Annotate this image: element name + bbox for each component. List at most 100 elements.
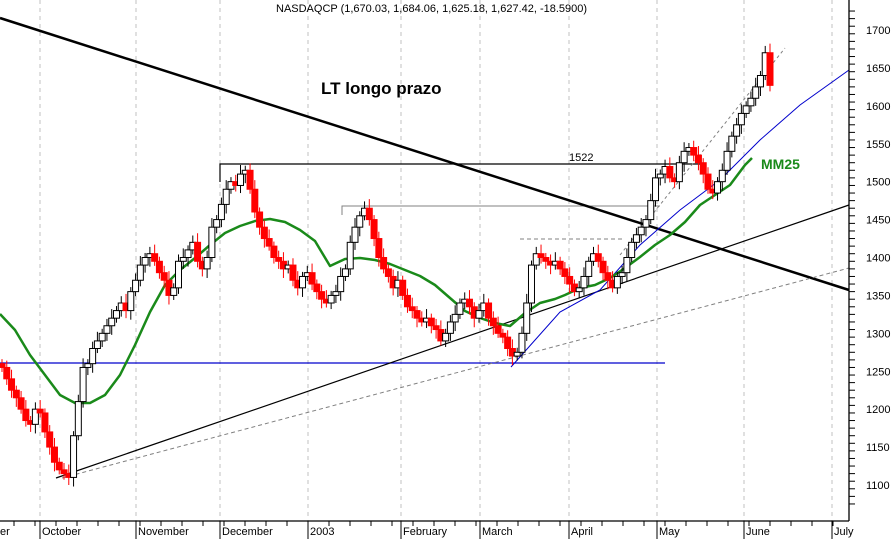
candle: [403, 294, 411, 308]
candle: [475, 310, 483, 319]
candle: [704, 173, 712, 190]
candle: [351, 226, 359, 243]
y-axis: 1100 1150 1200 1250 1300 1350 1400 1450 1500 1550…: [848, 0, 890, 521]
candle: [756, 75, 764, 88]
candle: [50, 446, 58, 463]
candle: [408, 306, 416, 312]
candle: [628, 241, 636, 258]
candle: [275, 257, 283, 262]
candle: [308, 272, 316, 285]
candle: [642, 219, 650, 228]
candle: [337, 275, 345, 293]
candle: [384, 268, 392, 277]
uptrend-dashed-line: [61, 267, 850, 479]
candle: [217, 203, 225, 221]
candle: [594, 253, 602, 262]
x-tick-label: November: [138, 526, 189, 538]
candle: [332, 291, 340, 296]
candle: [136, 264, 144, 281]
candle: [222, 188, 230, 205]
candle: [380, 257, 388, 270]
candle: [127, 291, 135, 312]
candle: [170, 287, 178, 296]
candle: [93, 340, 101, 349]
candle: [699, 162, 707, 175]
candle: [575, 287, 583, 293]
candle: [265, 238, 273, 247]
candle: [675, 162, 683, 183]
x-axis: er October November December 2003 February Mar…: [0, 520, 854, 539]
candle: [532, 253, 540, 266]
y-tick-label: 1550: [866, 139, 890, 151]
candle: [270, 245, 278, 258]
candle: [652, 177, 660, 202]
candle: [637, 226, 645, 236]
candle: [542, 257, 550, 262]
y-tick-label: 1450: [866, 215, 890, 227]
y-tick-label: 1400: [866, 253, 890, 265]
candle: [3, 366, 11, 380]
candle: [632, 234, 640, 243]
candle: [327, 294, 335, 304]
candle: [55, 461, 63, 471]
candle: [494, 325, 502, 334]
candle: [41, 412, 49, 433]
candle: [112, 310, 120, 319]
candle: [251, 188, 259, 213]
candle: [485, 302, 493, 319]
candle: [465, 298, 473, 308]
candle: [537, 253, 545, 258]
chart-title: NASDAQCP (1,670.03, 1,684.06, 1,625.18, …: [276, 3, 587, 15]
candle: [504, 336, 512, 349]
candle: [566, 275, 574, 285]
y-tick-label: 1650: [866, 63, 890, 75]
candle: [613, 275, 621, 289]
long-term-downtrend-line: [0, 16, 850, 292]
candle: [442, 332, 450, 342]
candle: [413, 310, 421, 319]
candle: [513, 351, 521, 357]
y-tick-label: 1150: [866, 442, 890, 454]
candle: [446, 321, 454, 334]
candle: [174, 260, 182, 289]
candle: [427, 317, 435, 327]
candle: [580, 275, 588, 289]
candle: [289, 264, 297, 281]
candle: [313, 283, 321, 293]
candle: [690, 147, 698, 156]
candle: [155, 260, 163, 274]
candle: [718, 169, 726, 183]
candle: [742, 105, 750, 114]
candle: [518, 332, 526, 353]
candle: [499, 332, 507, 338]
y-tick-label: 1500: [866, 177, 890, 189]
x-tick-label: April: [571, 526, 593, 538]
mm25-annotation: MM25: [761, 156, 800, 172]
candle: [184, 249, 192, 259]
candle: [132, 279, 140, 293]
candle: [36, 408, 44, 414]
candle: [747, 97, 755, 107]
candle: [60, 469, 68, 475]
candle: [31, 408, 39, 425]
candle: [299, 275, 307, 289]
candle: [108, 317, 116, 327]
candle: [237, 173, 245, 186]
y-tick-label: 1600: [866, 101, 890, 113]
candle: [680, 150, 688, 164]
candle: [213, 219, 221, 228]
candle: [256, 211, 264, 228]
y-tick-label: 1100: [866, 480, 890, 492]
candle: [141, 257, 149, 266]
candle: [370, 219, 378, 240]
x-tick-label: October: [42, 526, 81, 538]
candle: [733, 124, 741, 137]
candle: [203, 257, 211, 270]
plot-area: [0, 0, 849, 521]
candle: [456, 302, 464, 315]
candle: [246, 169, 254, 190]
long-term-trend-annotation: LT longo prazo: [321, 79, 442, 98]
candle: [656, 173, 664, 179]
candle: [604, 272, 612, 281]
